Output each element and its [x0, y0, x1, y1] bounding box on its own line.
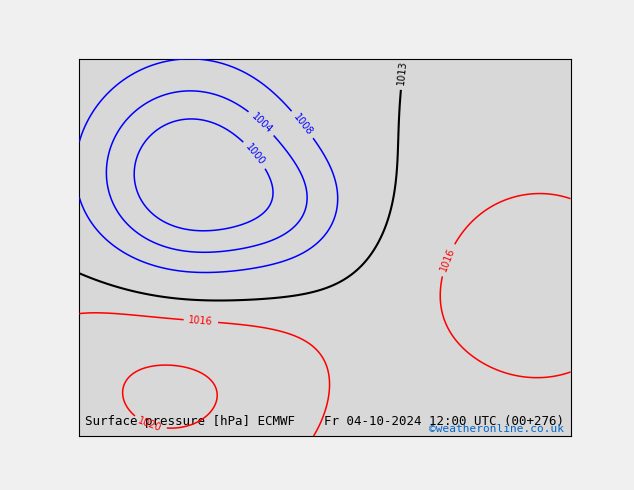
Text: 1013: 1013 — [396, 60, 409, 85]
Text: 1008: 1008 — [291, 112, 314, 137]
Text: ©weatheronline.co.uk: ©weatheronline.co.uk — [429, 424, 564, 434]
Text: 1020: 1020 — [137, 416, 163, 434]
Text: 1000: 1000 — [243, 142, 267, 168]
Text: Surface pressure [hPa] ECMWF: Surface pressure [hPa] ECMWF — [86, 415, 295, 428]
Text: 1016: 1016 — [188, 315, 214, 327]
Text: 1016: 1016 — [438, 246, 456, 273]
Text: Fr 04-10-2024 12:00 UTC (00+276): Fr 04-10-2024 12:00 UTC (00+276) — [325, 415, 564, 428]
Text: 1004: 1004 — [249, 111, 274, 135]
